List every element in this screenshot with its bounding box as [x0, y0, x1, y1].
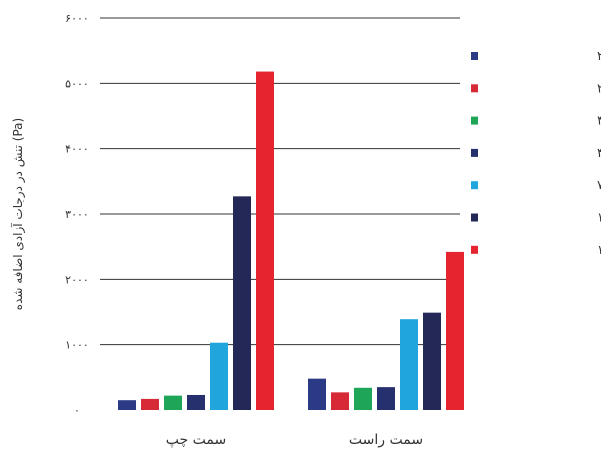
bar	[354, 387, 372, 410]
legend-label: گام بارگذاری ۱۹۰	[597, 242, 601, 258]
y-tick-label: ۱۰۰۰	[65, 339, 89, 352]
y-tick-label: ۰	[74, 404, 80, 417]
bar	[141, 398, 159, 410]
legend-label: گام بارگذاری ۷۳	[597, 177, 601, 193]
bar	[446, 251, 464, 410]
bar	[377, 387, 395, 410]
legend: گام بارگذاری ۲۷ گام بارگذاری ۲۸ گام بارگذا…	[471, 48, 601, 258]
legend-swatch	[471, 181, 478, 190]
bar	[164, 395, 182, 410]
legend-swatch	[471, 116, 478, 125]
category-label: سمت چپ	[166, 432, 226, 448]
bar	[423, 312, 441, 410]
legend-swatch	[471, 213, 478, 222]
bar	[118, 400, 136, 410]
bar	[210, 342, 228, 410]
legend-label: گام بارگذاری ۲۸	[597, 80, 601, 96]
y-axis-title: تنش در درجات آزادی اضافه شده (Pa)	[10, 118, 26, 310]
bars	[118, 71, 464, 410]
legend-label: گام بارگذاری ۲۷	[597, 48, 601, 64]
y-tick-label: ۴۰۰۰	[65, 143, 89, 156]
y-tick-label: ۲۰۰۰	[65, 273, 89, 286]
bar	[233, 196, 251, 410]
y-tick-label: ۳۰۰۰	[65, 208, 89, 221]
y-tick-label: ۵۰۰۰	[65, 77, 89, 90]
y-tick-label: ۶۰۰۰	[65, 12, 89, 25]
y-tick-labels: ۰ ۱۰۰۰ ۲۰۰۰ ۳۰۰۰ ۴۰۰۰ ۵۰۰۰ ۶۰۰۰	[65, 12, 89, 417]
legend-label: گام بارگذاری ۴۱	[597, 113, 601, 129]
legend-label: گام بارگذاری ۱۴۰	[597, 210, 601, 226]
legend-swatch	[471, 148, 478, 157]
bar	[331, 392, 349, 410]
legend-label: گام بارگذاری ۴۲	[597, 145, 601, 161]
category-labels: سمت چپ سمت راست	[166, 432, 423, 448]
legend-swatch	[471, 245, 478, 254]
grid-lines	[100, 17, 460, 346]
bar	[256, 71, 274, 410]
bar	[400, 319, 418, 410]
bar	[187, 394, 205, 410]
legend-swatch	[471, 52, 478, 60]
category-label: سمت راست	[349, 432, 423, 448]
bar	[308, 378, 326, 410]
legend-swatch	[471, 84, 478, 93]
